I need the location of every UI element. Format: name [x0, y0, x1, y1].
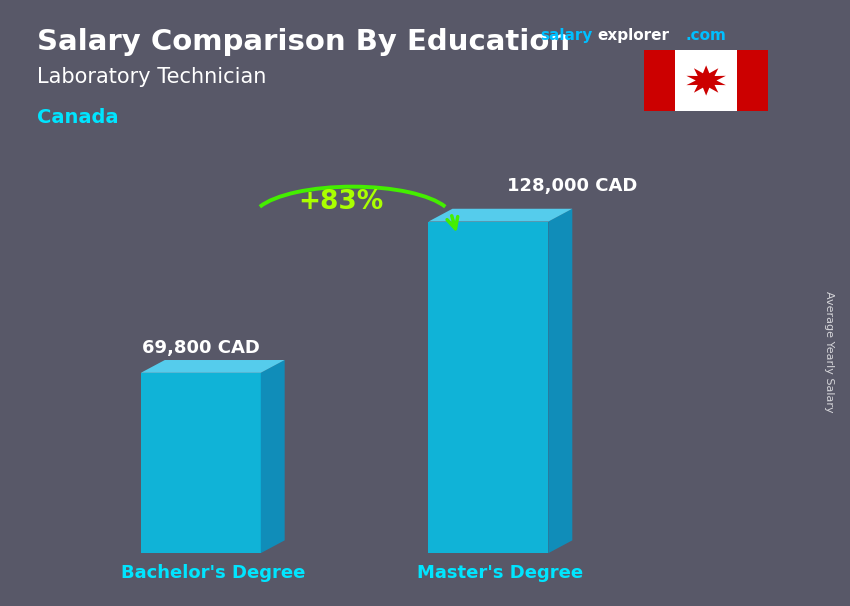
Text: Average Yearly Salary: Average Yearly Salary	[824, 291, 834, 412]
Text: Laboratory Technician: Laboratory Technician	[37, 67, 266, 87]
Bar	[644, 50, 675, 111]
Text: 69,800 CAD: 69,800 CAD	[142, 339, 260, 356]
Text: salary: salary	[541, 28, 592, 44]
Polygon shape	[141, 360, 285, 373]
Polygon shape	[428, 208, 572, 222]
Polygon shape	[687, 65, 726, 96]
Bar	[737, 50, 768, 111]
Polygon shape	[261, 360, 285, 553]
Text: Master's Degree: Master's Degree	[417, 564, 583, 582]
Text: Bachelor's Degree: Bachelor's Degree	[121, 564, 305, 582]
Text: 128,000 CAD: 128,000 CAD	[507, 178, 638, 195]
Text: +83%: +83%	[298, 189, 383, 215]
Polygon shape	[141, 373, 261, 553]
Bar	[675, 50, 737, 111]
Polygon shape	[548, 208, 572, 553]
Text: explorer: explorer	[598, 28, 670, 44]
Text: Canada: Canada	[37, 108, 118, 127]
Polygon shape	[428, 222, 548, 553]
Text: Salary Comparison By Education: Salary Comparison By Education	[37, 28, 570, 56]
Text: .com: .com	[686, 28, 727, 44]
